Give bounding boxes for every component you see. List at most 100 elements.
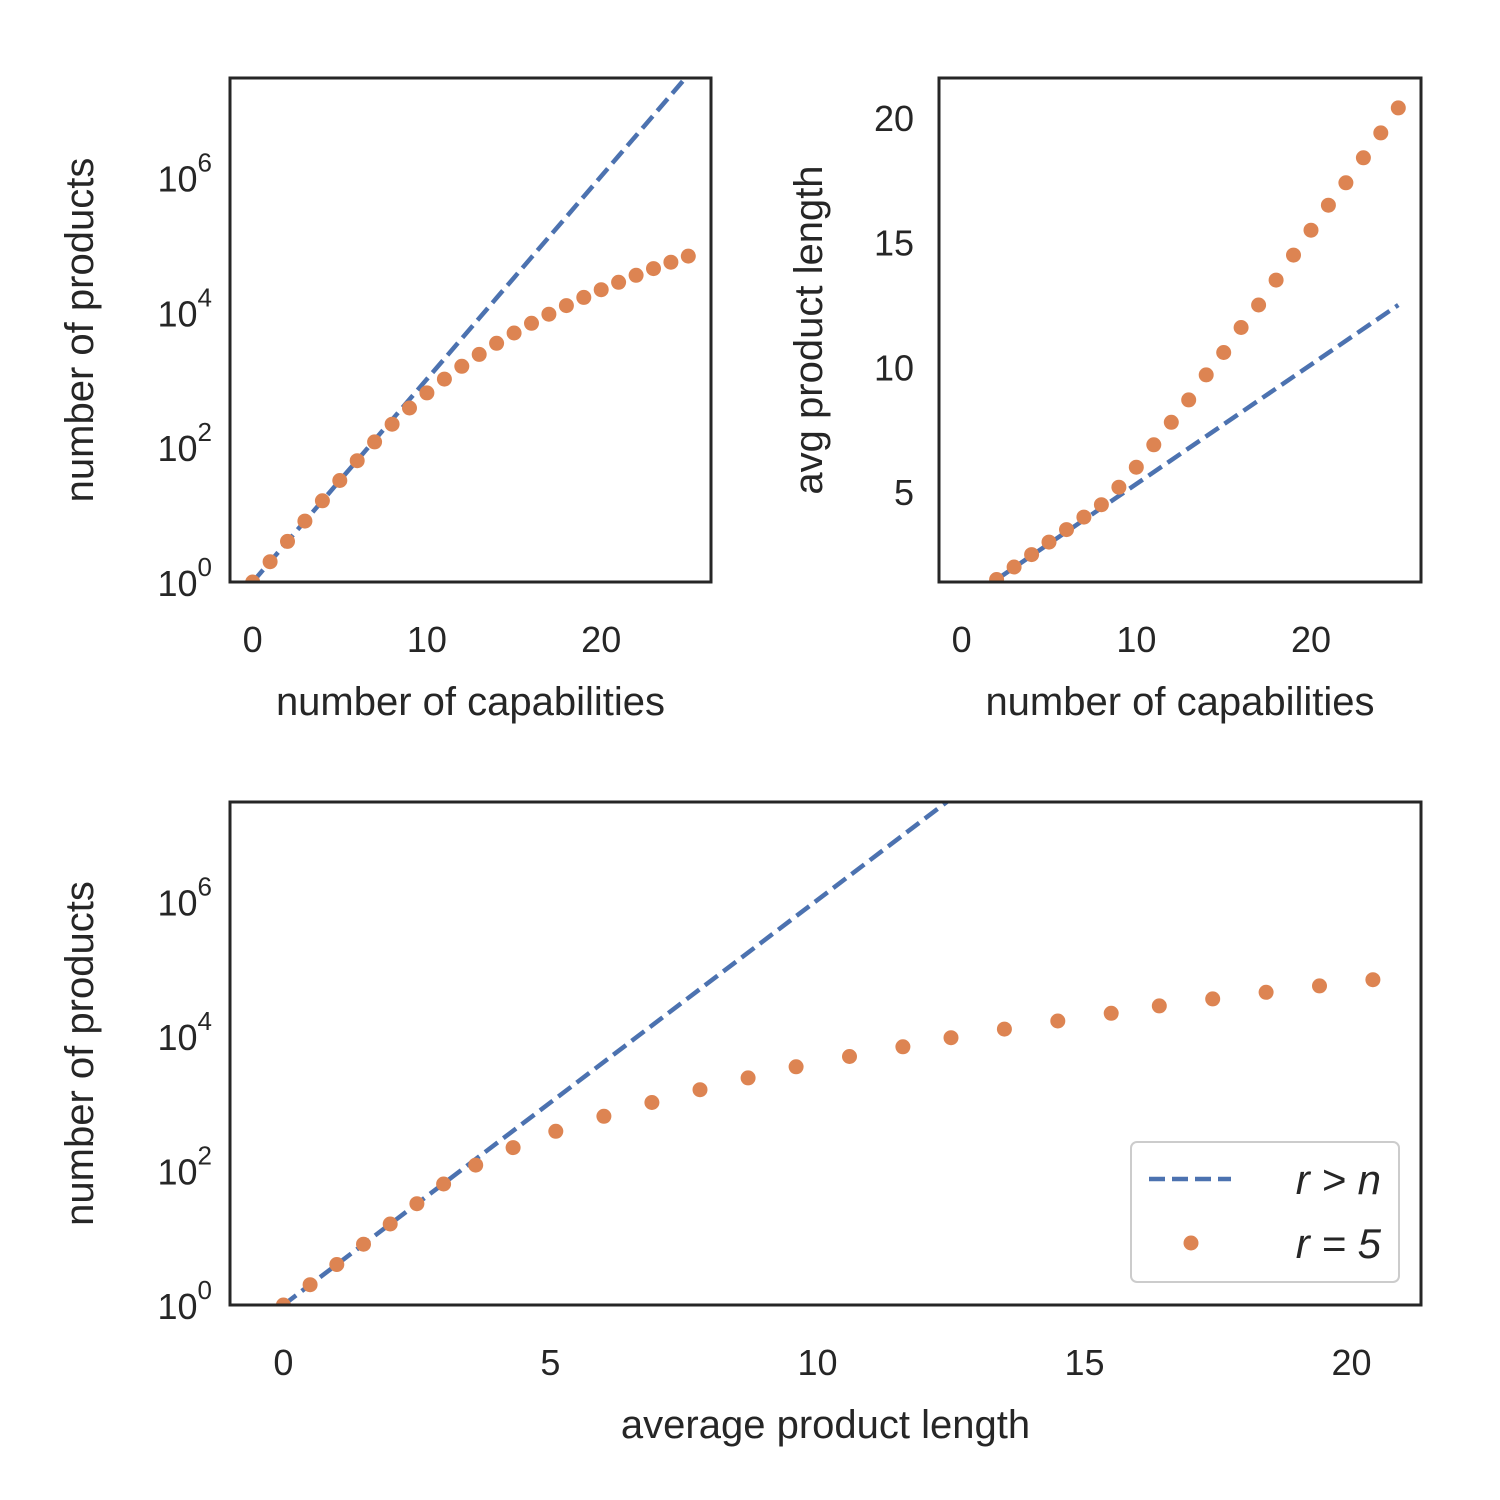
- x-tick-label: 10: [797, 1342, 837, 1383]
- data-point-r5: [788, 1059, 804, 1075]
- data-point-r5: [842, 1049, 857, 1064]
- data-point-r5: [1151, 998, 1167, 1014]
- data-point-r5: [1198, 367, 1214, 383]
- data-point-r5: [576, 289, 592, 305]
- data-point-r5: [1093, 497, 1109, 513]
- data-point-r5: [596, 1108, 612, 1124]
- data-point-r5: [1258, 984, 1274, 1000]
- x-tick-label: 10: [1116, 619, 1156, 660]
- y-tick-label: 100: [157, 1275, 212, 1327]
- plot-area-bottom: [275, 802, 1381, 1305]
- data-point-r5: [1373, 125, 1389, 141]
- data-point-r5: [680, 248, 696, 264]
- data-point-r5: [280, 533, 295, 549]
- data-point-r5: [646, 261, 661, 277]
- x-axis-label: number of capabilities: [985, 680, 1374, 724]
- y-tick-label: 5: [894, 472, 914, 513]
- data-point-r5: [740, 1070, 756, 1086]
- x-axis-label: number of capabilities: [276, 680, 665, 724]
- data-point-r5: [489, 335, 505, 351]
- y-tick-label: 106: [157, 871, 212, 923]
- data-point-r5: [262, 554, 278, 570]
- chart-bottom: 0 5 10 15 20 100 102 104 106 average product leng…: [58, 800, 1423, 1447]
- data-point-r5: [419, 385, 435, 401]
- data-point-r5: [332, 473, 348, 488]
- chart-top-left: 0 10 20 100 102 104 106 number of capabilities n…: [58, 76, 713, 724]
- data-point-r5: [1355, 150, 1371, 166]
- data-point-r5: [996, 1021, 1012, 1037]
- legend: r > n r = 5: [1130, 1141, 1400, 1283]
- data-point-r5: [1128, 459, 1144, 475]
- data-point-r5: [402, 400, 417, 416]
- data-point-r5: [663, 254, 679, 270]
- data-point-r5: [1312, 978, 1327, 994]
- plot-area-top-right: [989, 100, 1406, 582]
- axes-frame-top-left: [228, 76, 713, 584]
- data-point-r5: [558, 298, 574, 314]
- y-tick-label: 104: [157, 1006, 212, 1058]
- data-point-r5: [382, 1216, 398, 1232]
- legend-label-rn: r > n: [1296, 1156, 1381, 1203]
- data-point-r5: [1216, 345, 1232, 360]
- data-point-r5: [692, 1082, 708, 1098]
- data-point-r5: [1181, 392, 1197, 408]
- axes-frame-bottom: [228, 800, 1423, 1307]
- data-point-r5: [329, 1257, 345, 1272]
- data-point-r5: [1233, 320, 1249, 335]
- data-point-r5: [505, 1140, 521, 1156]
- data-point-r5: [895, 1039, 911, 1055]
- data-point-r5: [275, 1297, 291, 1305]
- x-tick-label: 0: [952, 619, 972, 660]
- data-point-r5: [524, 315, 539, 331]
- data-point-r5: [628, 267, 644, 283]
- data-point-r5: [1059, 522, 1074, 538]
- plot-area-top-left: [245, 78, 696, 582]
- series-line-rn: [250, 78, 689, 582]
- data-point-r5: [384, 416, 400, 432]
- data-point-r5: [541, 306, 557, 322]
- data-point-r5: [436, 1176, 452, 1192]
- data-point-r5: [644, 1095, 660, 1110]
- legend-label-r5: r = 5: [1296, 1220, 1382, 1267]
- data-point-r5: [436, 371, 452, 387]
- x-tick-label: 15: [1065, 1342, 1105, 1383]
- data-point-r5: [1390, 100, 1406, 116]
- data-point-r5: [989, 572, 1005, 582]
- y-axis-label: number of products: [58, 881, 102, 1226]
- data-point-r5: [302, 1277, 318, 1293]
- x-tick-label: 0: [243, 619, 263, 660]
- data-point-r5: [1111, 479, 1127, 495]
- data-point-r5: [1338, 175, 1354, 191]
- data-point-r5: [1024, 547, 1040, 563]
- x-tick-label: 0: [273, 1342, 293, 1383]
- data-point-r5: [297, 513, 313, 529]
- y-axis-label: avg product length: [787, 165, 831, 494]
- y-tick-label: 102: [157, 1140, 212, 1192]
- data-point-r5: [314, 493, 330, 509]
- y-tick-label: 10: [874, 347, 914, 388]
- data-point-r5: [1268, 272, 1284, 288]
- x-axis-label: average product length: [621, 1403, 1030, 1447]
- y-tick-label: 104: [157, 282, 212, 334]
- legend-swatch-r5: [1183, 1235, 1199, 1251]
- y-tick-label: 20: [874, 98, 914, 139]
- y-tick-label: 102: [157, 417, 212, 469]
- chart-top-right: 0 10 20 5 10 15 20 number of capabilities avg pr…: [787, 76, 1423, 724]
- data-point-r5: [548, 1123, 564, 1139]
- data-point-r5: [468, 1157, 484, 1173]
- axes-frame-top-right: [937, 76, 1423, 584]
- y-axis-label: number of products: [58, 158, 102, 503]
- x-tick-label: 5: [540, 1342, 560, 1383]
- data-point-r5: [454, 358, 470, 374]
- x-tick-label: 10: [407, 619, 447, 660]
- data-point-r5: [356, 1236, 371, 1252]
- data-point-r5: [471, 346, 487, 362]
- y-tick-label: 100: [157, 552, 212, 604]
- y-tick-label: 15: [874, 223, 914, 264]
- data-point-r5: [1050, 1013, 1066, 1029]
- x-tick-label: 20: [581, 619, 621, 660]
- data-point-r5: [1163, 414, 1179, 430]
- data-point-r5: [1103, 1005, 1119, 1021]
- data-point-r5: [1303, 222, 1319, 238]
